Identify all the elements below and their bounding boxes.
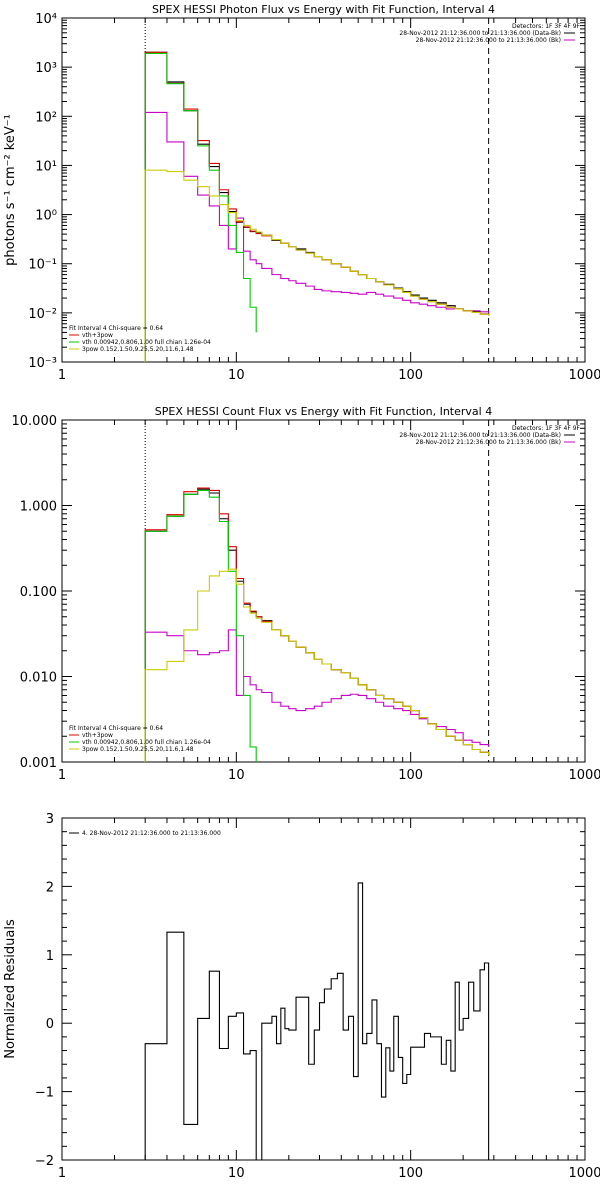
legend-left-item: vth+3pow (82, 332, 113, 339)
y-tick-label: 2 (46, 880, 54, 895)
series-line-data (144, 51, 490, 362)
legend-right-header: Detectors: 1F 3F 4F 9F (512, 425, 581, 432)
legend-right-item: 28-Nov-2012 21:12:36.000 to 21:13:36.000… (399, 432, 561, 439)
y-tick-label: 1 (46, 949, 54, 964)
y-tick-label: 0.100 (20, 585, 57, 600)
y-tick-label: 10⁰ (35, 209, 57, 224)
y-axis-label: Normalized Residuals (3, 919, 18, 1059)
y-tick-label: 10⁻² (28, 307, 57, 322)
y-tick-label: 10⁴ (35, 12, 57, 27)
y-tick-label: 10³ (35, 61, 57, 76)
plot-frame (61, 419, 586, 763)
legend-left-item: 4. 28-Nov-2012 21:12:36.000 to 21:13:36.… (82, 830, 221, 837)
x-tick-label: 1 (58, 1166, 66, 1181)
y-tick-label: 3 (46, 812, 54, 827)
legend-left-header: Fit Interval 4 Chi-square = 0.64 (69, 725, 163, 732)
y-tick-label: 10⁻¹ (28, 258, 57, 273)
series-line-vth (144, 489, 257, 762)
series-line-data (144, 882, 490, 1160)
chart-title: SPEX HESSI Count Flux vs Energy with Fit… (155, 405, 492, 418)
series-line-Bk (144, 111, 490, 362)
y-tick-label: 1.000 (20, 500, 57, 515)
x-tick-label: 100 (398, 768, 423, 783)
y-tick-label: 10.000 (12, 414, 58, 429)
legend-left-item: 3pow 0.152,1.50,9.25,5.20,11.6,1.48 (82, 346, 194, 353)
x-tick-label: 10 (228, 768, 245, 783)
legend-right-item: 28-Nov-2012 21:12:36.000 to 21:13:36.000… (416, 37, 561, 44)
chart-title: SPEX HESSI Photon Flux vs Energy with Fi… (152, 3, 495, 16)
y-tick-label: −1 (35, 1086, 54, 1101)
y-tick-label: 10⁻³ (28, 356, 57, 371)
x-tick-label: 1000 (568, 768, 600, 783)
y-tick-label: 0.010 (20, 671, 57, 686)
legend-left-item: 3pow 0.152,1.50,9.25,5.20,11.6,1.48 (82, 746, 194, 753)
chart-1: SPEX HESSI Photon Flux vs Energy with Fi… (3, 3, 600, 383)
series-line-vth+3pow (144, 51, 490, 362)
x-tick-label: 1 (58, 368, 66, 383)
legend-left-item: vth 0.00942,0.806,1.00 full chian 1.26e-… (82, 339, 211, 346)
plot-frame (61, 17, 586, 363)
y-tick-label: 10¹ (35, 159, 57, 174)
x-tick-label: 1000 (568, 1166, 600, 1181)
x-tick-label: 1 (58, 768, 66, 783)
legend-left-header: Fit Interval 4 Chi-square = 0.64 (69, 325, 163, 332)
x-tick-label: 100 (398, 368, 423, 383)
x-tick-label: 10 (228, 1166, 245, 1181)
legend-left-item: vth+3pow (82, 732, 113, 739)
series-line-vth+3pow (144, 487, 490, 762)
y-axis-label: photons s⁻¹ cm⁻² keV⁻¹ (3, 114, 18, 266)
x-tick-label: 1000 (568, 368, 600, 383)
y-tick-label: −2 (35, 1154, 54, 1169)
series-line-3pow (144, 169, 490, 362)
series-line-vth (144, 52, 257, 362)
series-line-data (144, 488, 490, 762)
chart-2: SPEX HESSI Count Flux vs Energy with Fit… (12, 405, 600, 783)
x-tick-label: 100 (398, 1166, 423, 1181)
legend-left-item: vth 0.00942,0.806,1.00 full chian 1.26e-… (82, 739, 211, 746)
x-tick-label: 10 (228, 368, 245, 383)
plot-frame (61, 817, 586, 1161)
series-line-3pow (144, 568, 490, 762)
legend-right-item: 28-Nov-2012 21:12:36.000 to 21:13:36.000… (416, 439, 561, 446)
chart-3: 1 10 100 1000 −2 −1 0 1 2 3 Normalized Residuals 4.… (3, 812, 600, 1181)
legend-right-header: Detectors: 1F 3F 4F 9F (512, 23, 581, 30)
y-tick-label: 0.001 (20, 756, 57, 771)
legend-right-item: 28-Nov-2012 21:12:36.000 to 21:13:36.000… (399, 30, 561, 37)
y-tick-label: 10² (35, 110, 57, 125)
y-tick-label: 0 (46, 1017, 54, 1032)
